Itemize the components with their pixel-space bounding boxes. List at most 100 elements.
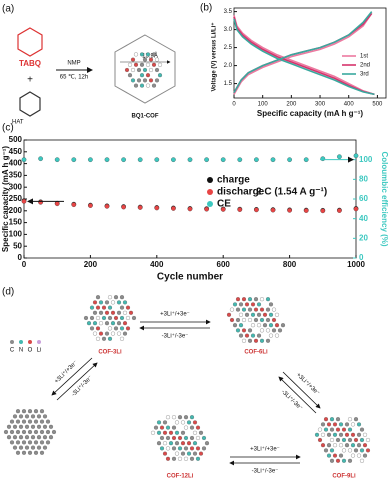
atom <box>33 419 39 424</box>
data-point <box>21 157 27 163</box>
atom <box>268 302 274 307</box>
atom <box>139 52 145 57</box>
atom <box>329 437 335 443</box>
atom <box>165 415 171 420</box>
data-point <box>220 207 226 212</box>
atom <box>229 307 235 312</box>
atom <box>350 453 356 458</box>
atom <box>45 419 51 424</box>
atom <box>119 295 125 300</box>
atom <box>238 312 244 317</box>
atom <box>314 432 320 437</box>
atom <box>235 297 241 302</box>
atom <box>15 440 21 445</box>
atom <box>195 446 201 451</box>
atom <box>119 336 125 341</box>
atom <box>250 323 256 328</box>
atom <box>33 450 39 455</box>
atom <box>116 331 122 336</box>
x-tick-label: 1000 <box>347 260 365 269</box>
y2-tick-label: 80 <box>359 174 368 183</box>
x-tick-label: 0 <box>232 102 236 108</box>
atom <box>356 422 362 427</box>
atom <box>171 435 177 441</box>
atom <box>241 338 247 343</box>
atom <box>274 333 280 338</box>
atom <box>98 310 104 315</box>
atom <box>156 441 162 446</box>
atom <box>180 451 186 456</box>
atom <box>335 437 341 443</box>
atom <box>98 300 104 305</box>
legend-label: discharge <box>217 187 265 198</box>
atom <box>341 427 347 432</box>
atom <box>356 443 362 448</box>
atom <box>365 437 371 443</box>
atom <box>177 435 183 441</box>
atom <box>341 448 347 453</box>
atom <box>256 333 262 338</box>
atom <box>253 297 259 302</box>
atom <box>92 331 98 336</box>
atom <box>122 310 128 315</box>
data-point <box>171 157 176 163</box>
atom <box>320 422 326 427</box>
y2-tick-label: 40 <box>359 214 368 223</box>
atom <box>183 415 189 420</box>
atom <box>21 450 27 455</box>
atom <box>250 312 256 317</box>
atom <box>89 315 95 321</box>
x-tick-label: 600 <box>217 260 231 269</box>
y-tick-label: 3.0 <box>224 27 233 33</box>
node-label: COF-12Li <box>167 474 194 480</box>
atom <box>110 331 116 336</box>
ring <box>19 91 41 117</box>
atom <box>317 437 323 443</box>
atom <box>142 57 148 62</box>
data-point <box>204 206 209 212</box>
atom <box>253 338 259 343</box>
atom <box>151 52 157 57</box>
data-point <box>88 203 93 208</box>
atom <box>274 312 280 317</box>
atom <box>145 62 151 67</box>
y-tick-label: 350 <box>9 171 23 180</box>
atom <box>15 409 21 414</box>
legend-label: 2nd <box>360 63 370 69</box>
atom <box>24 435 30 440</box>
atom <box>359 427 365 432</box>
atom <box>232 302 238 307</box>
y-tick-label: 2.0 <box>224 63 233 69</box>
atom <box>247 338 253 343</box>
atom <box>104 331 110 336</box>
atom <box>253 317 259 323</box>
atom <box>238 323 244 328</box>
data-point <box>220 157 226 163</box>
atom <box>329 448 335 453</box>
legend-swatch <box>207 201 213 207</box>
conditions: 65 ℃, 12h <box>60 75 88 81</box>
panel-label: (d) <box>2 287 14 298</box>
atom <box>110 300 116 305</box>
atom <box>265 317 271 323</box>
data-point <box>104 157 110 163</box>
data-point <box>137 157 143 163</box>
atom <box>42 424 48 429</box>
data-point <box>171 206 176 211</box>
atom <box>268 312 274 317</box>
atom <box>271 328 277 333</box>
y2-tick-label: 100 <box>359 155 373 164</box>
atom <box>180 441 186 446</box>
atom <box>174 441 180 446</box>
atom <box>107 295 113 300</box>
atom <box>235 328 241 333</box>
atom <box>171 425 177 430</box>
atom <box>241 328 247 333</box>
atom <box>265 338 271 343</box>
edge-label: -3Li⁺/-3e⁻ <box>280 388 304 412</box>
atom <box>39 429 45 435</box>
atom <box>116 321 122 326</box>
data-point <box>38 199 43 205</box>
product-label: BQ1-COF <box>132 114 159 120</box>
